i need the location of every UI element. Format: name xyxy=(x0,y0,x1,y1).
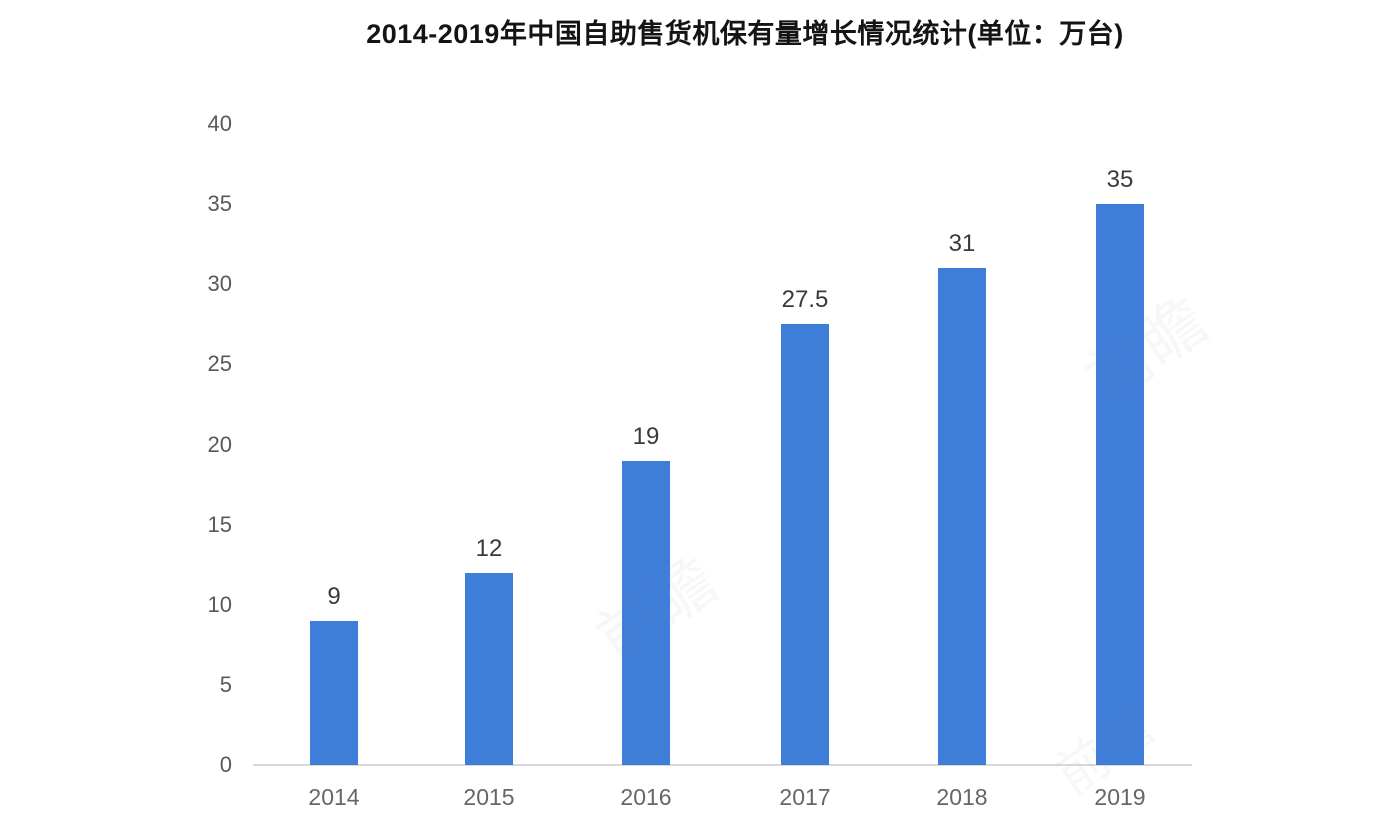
x-axis-label: 2014 xyxy=(308,784,360,810)
y-axis-tick-label: 35 xyxy=(207,191,232,217)
bar-2017 xyxy=(781,324,829,765)
bar-2019 xyxy=(1096,204,1144,765)
watermark: 前瞻 xyxy=(1073,283,1220,417)
chart-title: 2014-2019年中国自助售货机保有量增长情况统计(单位：万台) xyxy=(366,19,1124,49)
bar-value-label: 19 xyxy=(632,422,660,450)
x-axis-line xyxy=(253,764,1192,766)
bar-value-label: 9 xyxy=(327,582,341,610)
bar-value-label: 27.5 xyxy=(781,286,829,314)
x-axis-label: 2019 xyxy=(1094,784,1146,810)
y-axis-tick-label: 0 xyxy=(219,752,232,777)
y-axis-tick-label: 10 xyxy=(207,591,232,617)
y-axis-tick-label: 30 xyxy=(207,271,232,297)
y-axis-tick-label: 15 xyxy=(207,511,232,537)
bar-2018 xyxy=(938,268,986,765)
y-axis-tick-label: 40 xyxy=(207,111,232,136)
bar-2016 xyxy=(622,460,670,765)
x-axis-label: 2016 xyxy=(620,784,672,810)
x-axis-label: 2015 xyxy=(463,784,515,810)
y-axis-tick-label: 20 xyxy=(207,431,232,457)
x-axis-label: 2017 xyxy=(779,784,831,810)
bar-value-label: 35 xyxy=(1106,166,1134,194)
bar-2014 xyxy=(310,620,358,765)
y-axis-tick-label: 25 xyxy=(207,351,232,377)
x-axis-label: 2018 xyxy=(936,784,988,810)
bar-value-label: 31 xyxy=(948,230,976,258)
bar-2015 xyxy=(465,572,513,765)
bar-value-label: 12 xyxy=(475,534,503,562)
y-axis-tick-label: 5 xyxy=(219,671,232,697)
